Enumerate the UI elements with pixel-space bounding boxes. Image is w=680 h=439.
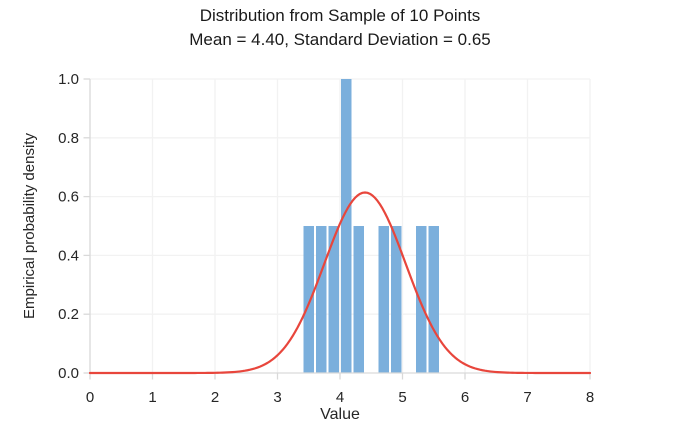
histogram-bar [316,226,327,373]
histogram-bar [391,226,402,373]
x-tick-label: 0 [86,389,94,406]
histogram-bar [328,226,339,373]
histogram-bar [416,226,427,373]
plot-area: 0 1 2 3 4 5 6 7 8 0.0 0.2 0.4 0.6 0.8 1.0 [58,71,594,406]
y-tick-label: 0.6 [58,189,79,206]
y-tick-label: 0.0 [58,365,79,382]
histogram-bar [353,226,364,373]
x-tick-label: 7 [523,389,531,406]
histogram-bar [303,226,314,373]
histogram-bar [428,226,439,373]
y-tick-label: 0.4 [58,247,79,264]
x-tick-label: 5 [398,389,406,406]
x-tick-label: 3 [273,389,281,406]
chart-title: Distribution from Sample of 10 Points [200,6,481,25]
y-tick-label: 0.8 [58,130,79,147]
y-tick-label: 0.2 [58,306,79,323]
normal-curve-line [88,191,592,375]
x-axis-title: Value [320,406,360,423]
x-tick-label: 6 [461,389,469,406]
histogram-bar [341,79,352,373]
x-tick-label: 2 [211,389,219,406]
x-tick-label: 4 [336,389,344,406]
x-tick-label: 8 [586,389,594,406]
chart-subtitle: Mean = 4.40, Standard Deviation = 0.65 [189,30,490,49]
y-tick-label: 1.0 [58,71,79,88]
y-axis-title: Empirical probability density [21,133,38,319]
histogram-bar [378,226,389,373]
x-tick-label: 1 [148,389,156,406]
